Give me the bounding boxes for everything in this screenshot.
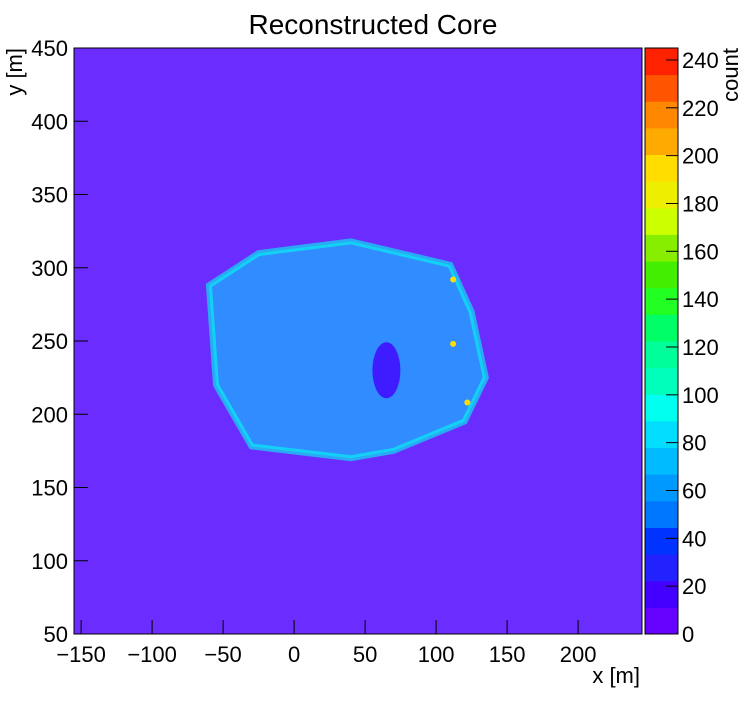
- color-scale-band: [645, 101, 678, 129]
- z-tick-label: 160: [682, 239, 719, 264]
- color-scale-band: [645, 447, 678, 475]
- z-tick-label: 200: [682, 144, 719, 169]
- color-scale-band: [645, 287, 678, 315]
- z-tick-label: 60: [682, 478, 706, 503]
- color-scale-band: [645, 341, 678, 369]
- color-scale-band: [645, 261, 678, 289]
- color-scale-band: [645, 527, 678, 555]
- y-axis-label: y [m]: [2, 48, 27, 96]
- x-tick-label: −50: [204, 642, 241, 667]
- x-tick-label: −100: [127, 642, 177, 667]
- dense-core-region: [205, 238, 489, 462]
- color-scale-label: count: [718, 48, 743, 102]
- y-tick-label: 250: [31, 329, 68, 354]
- color-scale-band: [645, 181, 678, 209]
- z-tick-label: 80: [682, 431, 706, 456]
- color-scale-band: [645, 127, 678, 156]
- color-scale-band: [645, 607, 678, 635]
- z-tick-label: 180: [682, 191, 719, 216]
- y-tick-label: 300: [31, 256, 68, 281]
- color-scale: [645, 48, 678, 635]
- color-scale-band: [645, 474, 678, 502]
- color-scale-band: [645, 234, 678, 262]
- z-tick-label: 0: [682, 622, 694, 647]
- z-tick-label: 20: [682, 574, 706, 599]
- plot-area: [205, 238, 489, 462]
- x-axis: −150 −100 −50 0 50 100 150 200: [56, 620, 596, 667]
- z-tick-label: 40: [682, 526, 706, 551]
- z-tick-label: 120: [682, 335, 719, 360]
- color-scale-band: [645, 580, 678, 608]
- low-density-hole: [372, 342, 401, 399]
- x-tick-label: 50: [353, 642, 377, 667]
- z-tick-label: 240: [682, 48, 719, 73]
- z-tick-label: 100: [682, 383, 719, 408]
- x-tick-label: 150: [489, 642, 526, 667]
- color-scale-band: [645, 420, 678, 449]
- x-tick-label: −150: [56, 642, 106, 667]
- z-tick-label: 140: [682, 287, 719, 312]
- color-scale-frame: [644, 47, 679, 635]
- color-scale-band: [645, 154, 678, 182]
- y-tick-label: 200: [31, 402, 68, 427]
- color-scale-band: [645, 314, 678, 342]
- hot-spot: [464, 399, 471, 406]
- color-scale-band: [645, 500, 678, 528]
- y-tick-label: 450: [31, 36, 68, 61]
- y-axis: 50 100 150 200 250 300 350 400 450: [31, 36, 88, 647]
- hot-spot: [450, 276, 457, 283]
- x-tick-label: 100: [418, 642, 455, 667]
- y-tick-label: 50: [44, 622, 68, 647]
- color-scale-band: [645, 48, 678, 76]
- hot-spot: [450, 340, 457, 347]
- x-tick-label: 0: [288, 642, 300, 667]
- y-tick-label: 150: [31, 476, 68, 501]
- y-tick-label: 100: [31, 549, 68, 574]
- color-scale-band: [645, 74, 678, 102]
- x-tick-label: 200: [560, 642, 597, 667]
- y-tick-label: 400: [31, 109, 68, 134]
- color-scale-band: [645, 207, 678, 235]
- color-scale-band: [645, 554, 678, 582]
- x-axis-label: x [m]: [592, 663, 640, 688]
- z-tick-label: 220: [682, 96, 719, 121]
- color-scale-axis: 0 20 40 60 80 100 120 140 160 180 200 220 240: [666, 48, 719, 647]
- color-scale-band: [645, 367, 678, 395]
- y-tick-label: 350: [31, 183, 68, 208]
- color-scale-band: [645, 394, 678, 422]
- chart-title: Reconstructed Core: [248, 9, 497, 40]
